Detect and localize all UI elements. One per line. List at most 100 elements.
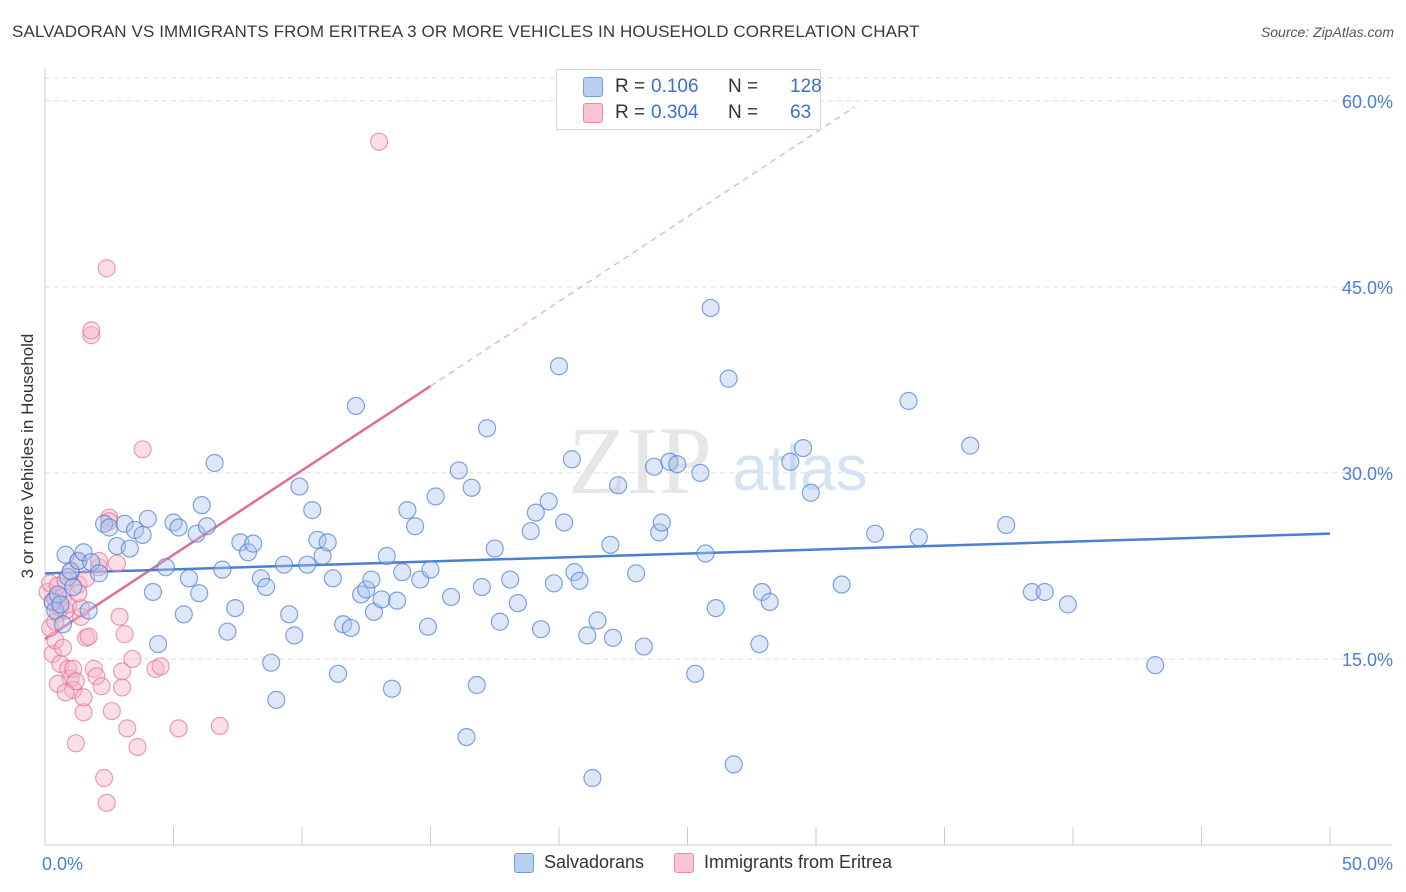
point-salvadorans — [79, 601, 98, 620]
y-tick-label: 30.0% — [1342, 464, 1393, 484]
trend-eritrea — [44, 385, 432, 641]
point-salvadorans — [298, 555, 317, 574]
point-eritrea — [107, 554, 127, 573]
point-eritrea — [118, 719, 137, 738]
point-salvadorans — [583, 768, 602, 788]
point-salvadorans — [328, 664, 348, 683]
point-eritrea — [169, 719, 188, 738]
point-eritrea — [74, 688, 93, 707]
point-salvadorans — [318, 533, 337, 552]
point-salvadorans — [961, 436, 980, 455]
point-salvadorans — [909, 528, 928, 547]
point-salvadorans — [187, 524, 206, 543]
point-salvadorans — [285, 626, 304, 645]
legend-label-eritrea: Immigrants from Eritrea — [704, 852, 893, 872]
point-salvadorans — [393, 563, 412, 582]
legend-swatch-blue — [513, 852, 534, 873]
point-eritrea — [133, 440, 152, 459]
point-salvadorans — [472, 577, 491, 597]
tick-labels: 15.0% 30.0% 45.0% 60.0% 0.0% 50.0% — [42, 92, 1393, 874]
point-salvadorans — [508, 594, 527, 613]
points-salvadorans — [43, 298, 1165, 788]
point-salvadorans — [626, 564, 646, 583]
point-salvadorans — [570, 571, 589, 590]
point-eritrea — [102, 701, 121, 721]
point-eritrea — [89, 551, 109, 571]
legend-item-eritrea[interactable]: Immigrants from Eritrea — [674, 852, 892, 873]
point-salvadorans — [1035, 582, 1054, 602]
point-eritrea — [43, 644, 62, 664]
point-salvadorans — [781, 452, 800, 471]
point-eritrea — [128, 737, 147, 757]
point-salvadorans — [372, 590, 391, 609]
point-salvadorans — [565, 563, 584, 582]
point-salvadorans — [426, 487, 445, 506]
point-salvadorans — [603, 628, 623, 647]
point-salvadorans — [997, 515, 1016, 535]
point-salvadorans — [387, 591, 407, 610]
point-salvadorans — [251, 569, 270, 588]
point-salvadorans — [418, 617, 438, 636]
point-eritrea — [112, 678, 132, 697]
point-eritrea — [82, 321, 101, 340]
trend-salvadorans — [44, 532, 1331, 575]
point-salvadorans — [362, 570, 381, 589]
point-eritrea — [110, 607, 129, 626]
point-salvadorans — [205, 453, 224, 473]
point-eritrea — [210, 716, 229, 736]
point-salvadorans — [832, 575, 851, 594]
point-salvadorans — [398, 501, 417, 520]
point-salvadorans — [686, 664, 705, 683]
point-eritrea — [66, 672, 85, 691]
point-salvadorans — [120, 539, 139, 558]
point-salvadorans — [1022, 582, 1041, 602]
point-salvadorans — [341, 618, 360, 638]
point-salvadorans — [752, 582, 772, 602]
point-salvadorans — [634, 637, 653, 656]
n-label: N = — [728, 102, 759, 123]
point-salvadorans — [899, 391, 918, 411]
point-eritrea — [115, 625, 134, 644]
point-eritrea — [97, 259, 116, 278]
point-eritrea — [87, 667, 106, 686]
point-salvadorans — [156, 558, 175, 577]
watermark-zip: ZIP — [568, 407, 712, 514]
point-eritrea — [56, 683, 75, 702]
point-salvadorans — [115, 514, 134, 533]
point-eritrea — [151, 657, 170, 676]
point-salvadorans — [490, 612, 509, 631]
legend-swatch-blue — [583, 77, 603, 97]
point-salvadorans — [521, 522, 540, 541]
point-salvadorans — [485, 539, 504, 558]
n-label: N = — [728, 76, 759, 97]
point-salvadorans — [213, 560, 232, 579]
point-salvadorans — [352, 585, 371, 604]
series-legend: Salvadorans Immigrants from Eritrea — [0, 852, 1406, 873]
point-salvadorans — [197, 517, 217, 536]
legend-item-salvadorans[interactable]: Salvadorans — [513, 852, 644, 873]
point-salvadorans — [303, 501, 322, 520]
point-salvadorans — [691, 463, 710, 483]
point-salvadorans — [467, 675, 486, 695]
point-salvadorans — [866, 524, 885, 543]
point-salvadorans — [231, 533, 250, 552]
gridlines — [45, 77, 1392, 660]
y-tick-label: 15.0% — [1342, 650, 1393, 670]
point-salvadorans — [555, 513, 574, 532]
x-tick-label: 50.0% — [1342, 854, 1393, 874]
point-salvadorans — [441, 587, 461, 607]
point-salvadorans — [100, 518, 119, 537]
point-salvadorans — [578, 626, 597, 645]
point-salvadorans — [323, 569, 342, 588]
x-tick-label: 0.0% — [42, 854, 83, 874]
source-label: Source: ZipAtlas.com — [1260, 24, 1394, 40]
watermark-atlas: atlas — [732, 432, 867, 504]
points-eritrea — [38, 132, 389, 812]
r-label: R = — [615, 76, 646, 97]
point-salvadorans — [652, 513, 671, 532]
point-salvadorans — [760, 592, 779, 611]
point-salvadorans — [724, 755, 743, 774]
axes — [44, 68, 1392, 846]
point-salvadorans — [346, 396, 366, 416]
point-salvadorans — [357, 580, 376, 599]
